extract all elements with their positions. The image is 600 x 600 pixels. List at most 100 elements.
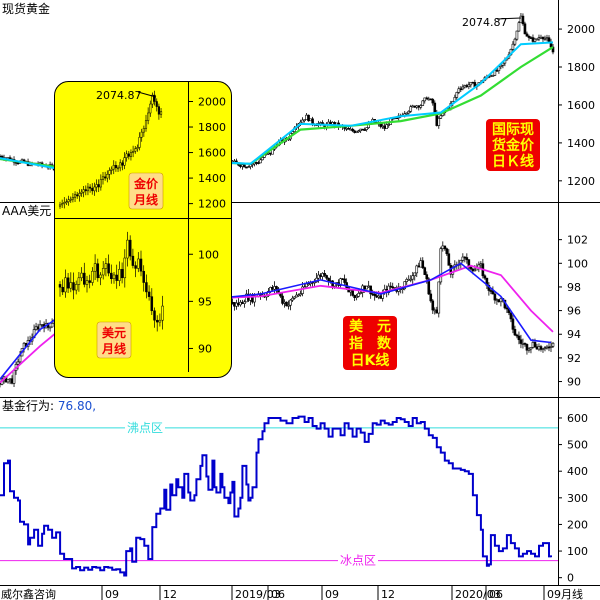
inset-candle <box>119 162 122 169</box>
y-tick-label: 200 <box>567 518 588 531</box>
inset-peak-label: 2074.87 <box>96 89 142 102</box>
candle <box>463 256 467 259</box>
candle <box>547 346 551 349</box>
x-tick-label: 09 <box>325 588 339 600</box>
candle <box>273 286 276 290</box>
inset-usd-candles <box>58 231 164 332</box>
inset-candle <box>104 263 108 269</box>
candle <box>531 342 535 348</box>
candle <box>431 99 435 104</box>
period-label: 月线 <box>561 587 583 600</box>
x-tick-label: 12 <box>381 588 395 600</box>
inset-y-tick-label: 1400 <box>198 172 226 185</box>
candle <box>349 290 352 293</box>
usd-daily-tag: 美 元 指 数 日K线 <box>343 316 397 370</box>
y-tick-label: 500 <box>567 439 588 452</box>
gold-daily-tag-line: 货金价 <box>491 137 535 154</box>
candle <box>407 110 411 114</box>
candle <box>403 281 407 290</box>
inset-candle <box>153 310 156 321</box>
inset-candle <box>120 269 124 279</box>
candle <box>323 272 326 276</box>
inset-candle <box>136 147 139 149</box>
candle <box>523 343 527 345</box>
inset-candle <box>128 239 132 257</box>
inset-candle <box>80 272 83 279</box>
candle <box>465 257 469 260</box>
candle <box>493 293 497 301</box>
inset-candle <box>121 162 124 166</box>
candle <box>353 130 356 133</box>
candle <box>425 274 429 280</box>
x-tick-label: 06 <box>489 588 503 600</box>
inset-candle <box>118 269 121 281</box>
candle <box>343 126 346 129</box>
source-label: 威尔鑫咨询 <box>1 587 56 600</box>
inset-candle <box>147 112 150 121</box>
candle <box>331 122 334 125</box>
candle <box>535 346 539 350</box>
candle <box>359 128 362 132</box>
x-tick-label: 06 <box>271 588 285 600</box>
candle <box>433 102 437 113</box>
usd-daily-tag-line: 指 数 <box>349 335 392 352</box>
inset-y-tick-label: 1800 <box>198 121 226 134</box>
candle <box>293 296 296 299</box>
indicator-y-axis: 0 100 200 300 400 500 600 <box>558 412 588 585</box>
candle <box>513 329 517 336</box>
candle <box>509 312 513 320</box>
candle <box>349 128 352 131</box>
inset-candle <box>66 277 70 289</box>
candle <box>533 342 537 348</box>
candle <box>469 266 473 270</box>
inset-candle <box>96 263 100 279</box>
candle <box>381 125 384 128</box>
candle <box>489 290 493 292</box>
inset-candle <box>142 128 145 133</box>
candle <box>355 131 358 133</box>
candle <box>301 119 304 123</box>
candle <box>405 112 409 115</box>
candle <box>257 162 260 164</box>
candle <box>329 121 332 125</box>
candle <box>465 85 469 88</box>
candle <box>513 38 517 45</box>
candle <box>433 309 437 312</box>
candle <box>375 295 378 298</box>
inset-candle <box>101 176 105 180</box>
gold-monthly-tag-line: 月线 <box>133 192 158 207</box>
y-tick-label: 1600 <box>567 99 595 112</box>
inset-gold-y-axis: 2000 1800 1600 1400 1200 <box>189 95 226 211</box>
inset-candle <box>74 284 78 291</box>
inset-candle <box>78 193 81 197</box>
candle <box>321 272 324 277</box>
candle <box>343 278 346 283</box>
inset-candle <box>110 272 113 279</box>
candle <box>351 290 354 296</box>
candle <box>547 37 551 43</box>
inset-candle <box>91 270 94 283</box>
candle <box>423 97 427 102</box>
y-tick-label: 2000 <box>567 23 595 36</box>
inset-candle <box>88 280 91 283</box>
candle <box>355 295 358 298</box>
inset-y-tick-label: 2000 <box>198 95 226 108</box>
candle <box>461 256 465 261</box>
inset-candle <box>134 148 137 152</box>
inset-candle <box>114 165 117 169</box>
inset-candle <box>129 152 132 157</box>
candle <box>307 114 310 122</box>
reference-label: 冰点区 <box>340 554 376 568</box>
candle <box>301 286 304 294</box>
candle <box>415 265 419 274</box>
candle <box>259 159 262 164</box>
candle <box>437 118 441 126</box>
candle <box>471 268 475 272</box>
inset-candle <box>155 101 158 107</box>
y-tick-label: 90 <box>567 376 581 389</box>
inset-candle <box>80 191 83 194</box>
candle <box>551 46 555 53</box>
candle <box>427 278 431 295</box>
